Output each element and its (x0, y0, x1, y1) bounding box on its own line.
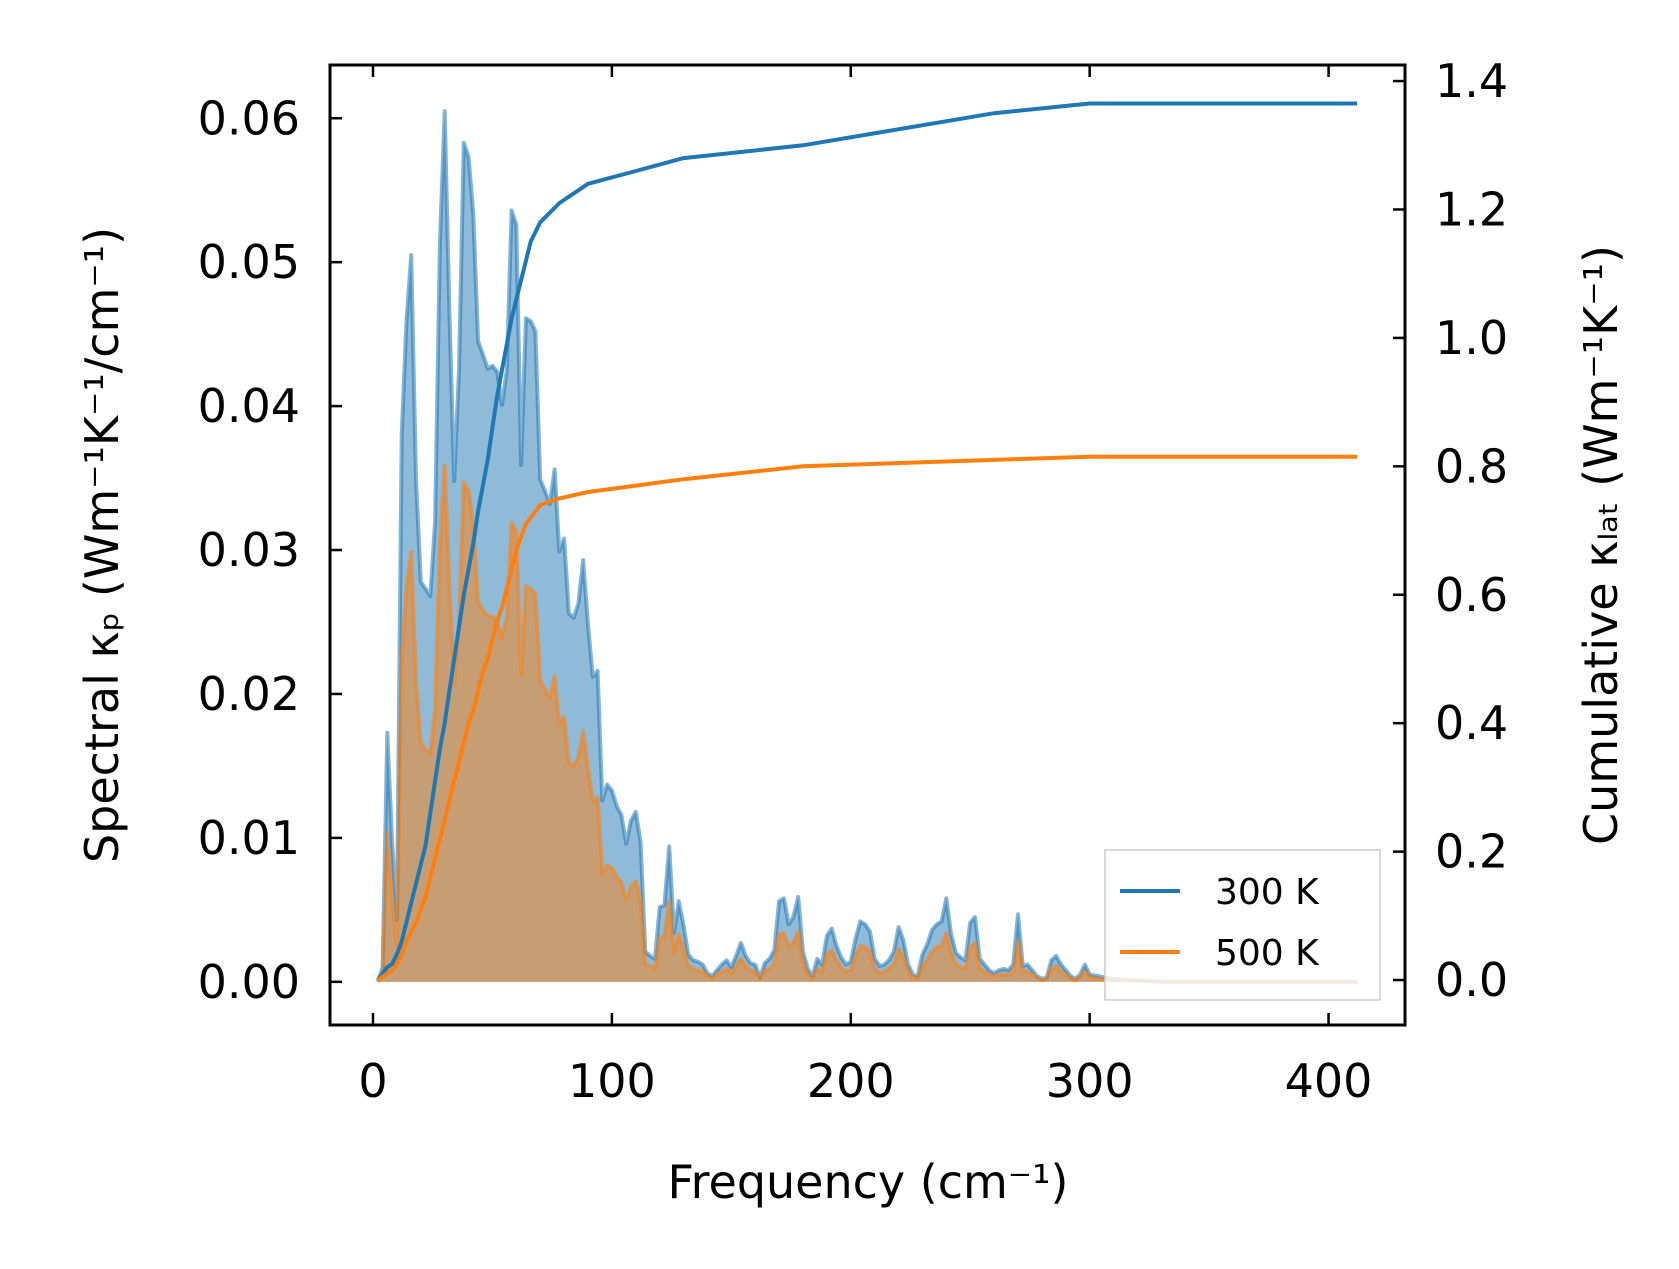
x-tick-label: 200 (807, 1054, 895, 1108)
y-right-tick-label: 1.4 (1435, 54, 1508, 108)
cumulative-line-300k (376, 101, 1358, 982)
y-left-tick-label: 0.03 (198, 523, 300, 577)
legend: 300 K 500 K (1104, 849, 1381, 1001)
x-tick-label: 400 (1285, 1054, 1373, 1108)
spectral-fill-500k (377, 465, 1358, 982)
y-left-tick-label: 0.02 (198, 667, 300, 721)
y-left-tick-label: 0.00 (198, 955, 300, 1009)
plot-frame (328, 63, 1407, 1027)
y-right-tick-label: 0.6 (1435, 568, 1508, 622)
y-left-tick-label: 0.06 (198, 91, 300, 145)
y-right-tick-label: 0.8 (1435, 439, 1508, 493)
x-tick-label: 100 (568, 1054, 656, 1108)
y-axis-left-label: Spectral κₚ (Wm⁻¹K⁻¹/cm⁻¹) (75, 227, 129, 863)
cumulative-line-500k (376, 454, 1358, 982)
y-right-tick-label: 0.0 (1435, 953, 1508, 1007)
y-left-tick-label: 0.05 (198, 235, 300, 289)
y-right-tick-label: 0.4 (1435, 696, 1508, 750)
legend-label-300k: 300 K (1215, 872, 1320, 913)
x-tick-label: 0 (358, 1054, 387, 1108)
y-axis-right-label: Cumulative κₗₐₜ (Wm⁻¹K⁻¹) (1574, 245, 1628, 845)
x-axis-label: Frequency (cm⁻¹) (668, 1155, 1069, 1209)
axis-ticks: 0 100 200 300 400 0.00 0.01 0.02 0.03 0.04 0.05 0.0… (198, 54, 1509, 1108)
spectral-line-500k (376, 463, 1358, 984)
series-lines (375, 101, 1358, 984)
y-left-tick-label: 0.04 (198, 379, 300, 433)
y-right-tick-label: 1.2 (1435, 182, 1508, 236)
spectral-fill-areas (377, 111, 1358, 982)
y-right-tick-label: 0.2 (1435, 825, 1508, 879)
legend-box (1104, 849, 1381, 1001)
x-tick-label: 300 (1046, 1054, 1134, 1108)
y-left-tick-label: 0.01 (198, 811, 300, 865)
y-right-tick-label: 1.0 (1435, 311, 1508, 365)
legend-label-500k: 500 K (1215, 933, 1320, 974)
